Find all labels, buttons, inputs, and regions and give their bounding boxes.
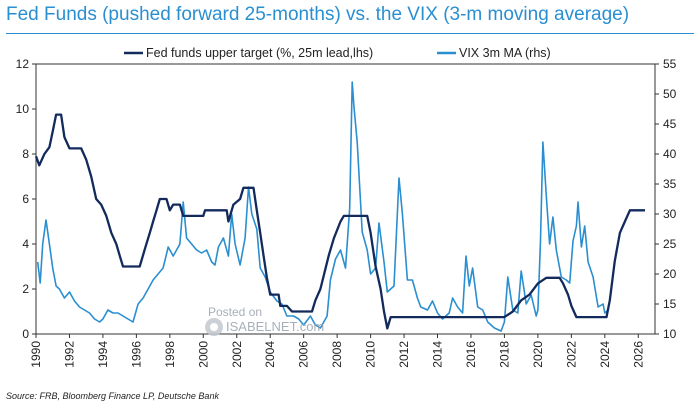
source-note: Source: FRB, Bloomberg Finance LP, Deuts…	[6, 391, 219, 401]
fed-funds-line	[34, 113, 645, 330]
x-axis: 1990 1992 1994 1996 1998 2000 2002 2004 2006 2008…	[29, 334, 645, 368]
x-tick-label: 2014	[431, 341, 445, 368]
title-underline	[6, 33, 694, 34]
y-right-tick-label: 25	[663, 237, 677, 251]
x-tick-label: 2022	[564, 341, 578, 368]
x-tick-label: 2008	[330, 341, 344, 368]
y-axis-left: 0 2 4 6 8 10 12	[16, 57, 36, 341]
y-left-tick-label: 8	[22, 147, 29, 161]
x-tick-label: 2000	[196, 341, 210, 368]
watermark: Posted on ISABELNET.com	[205, 305, 324, 336]
x-tick-label: 2006	[297, 341, 311, 368]
y-right-tick-label: 10	[663, 327, 677, 341]
watermark-line2: ISABELNET.com	[226, 319, 324, 334]
x-tick-label: 2018	[497, 341, 511, 368]
y-right-tick-label: 35	[663, 177, 677, 191]
y-right-tick-label: 20	[663, 267, 677, 281]
x-tick-label: 2010	[364, 341, 378, 368]
x-tick-label: 2002	[230, 341, 244, 368]
y-left-tick-label: 6	[22, 192, 29, 206]
watermark-line1: Posted on	[208, 305, 262, 319]
x-tick-label: 1996	[129, 341, 143, 368]
y-right-tick-label: 45	[663, 117, 677, 131]
x-tick-label: 1994	[96, 341, 110, 368]
y-axis-right: 10 15 20 25 30 35 40 45 50 55	[655, 57, 677, 341]
x-tick-label: 2016	[464, 341, 478, 368]
x-tick-label: 1990	[29, 341, 43, 368]
y-left-tick-label: 12	[16, 57, 30, 71]
series-layer	[34, 81, 645, 332]
y-left-tick-label: 10	[16, 102, 30, 116]
y-right-tick-label: 15	[663, 297, 677, 311]
y-left-tick-label: 2	[22, 282, 29, 296]
x-tick-label: 2026	[631, 341, 645, 368]
legend: Fed funds upper target (%, 25m lead,lhs)…	[124, 46, 551, 60]
y-right-tick-label: 40	[663, 147, 677, 161]
y-right-tick-label: 55	[663, 57, 677, 71]
x-tick-label: 1998	[163, 341, 177, 368]
y-left-tick-label: 4	[22, 237, 29, 251]
y-right-tick-label: 50	[663, 87, 677, 101]
x-tick-label: 2012	[397, 341, 411, 368]
x-tick-label: 2024	[598, 341, 612, 368]
y-right-tick-label: 30	[663, 207, 677, 221]
watermark-logo-inner-icon	[210, 323, 218, 331]
x-tick-label: 2004	[263, 341, 277, 368]
plot-frame	[35, 63, 656, 335]
chart-title: Fed Funds (pushed forward 25-months) vs.…	[6, 4, 630, 25]
legend-label-fed: Fed funds upper target (%, 25m lead,lhs)	[146, 46, 373, 60]
x-tick-label: 2020	[531, 341, 545, 368]
legend-label-vix: VIX 3m MA (rhs)	[459, 46, 551, 60]
y-left-tick-label: 0	[22, 327, 29, 341]
vix-line	[36, 81, 609, 332]
x-tick-label: 1992	[62, 341, 76, 368]
